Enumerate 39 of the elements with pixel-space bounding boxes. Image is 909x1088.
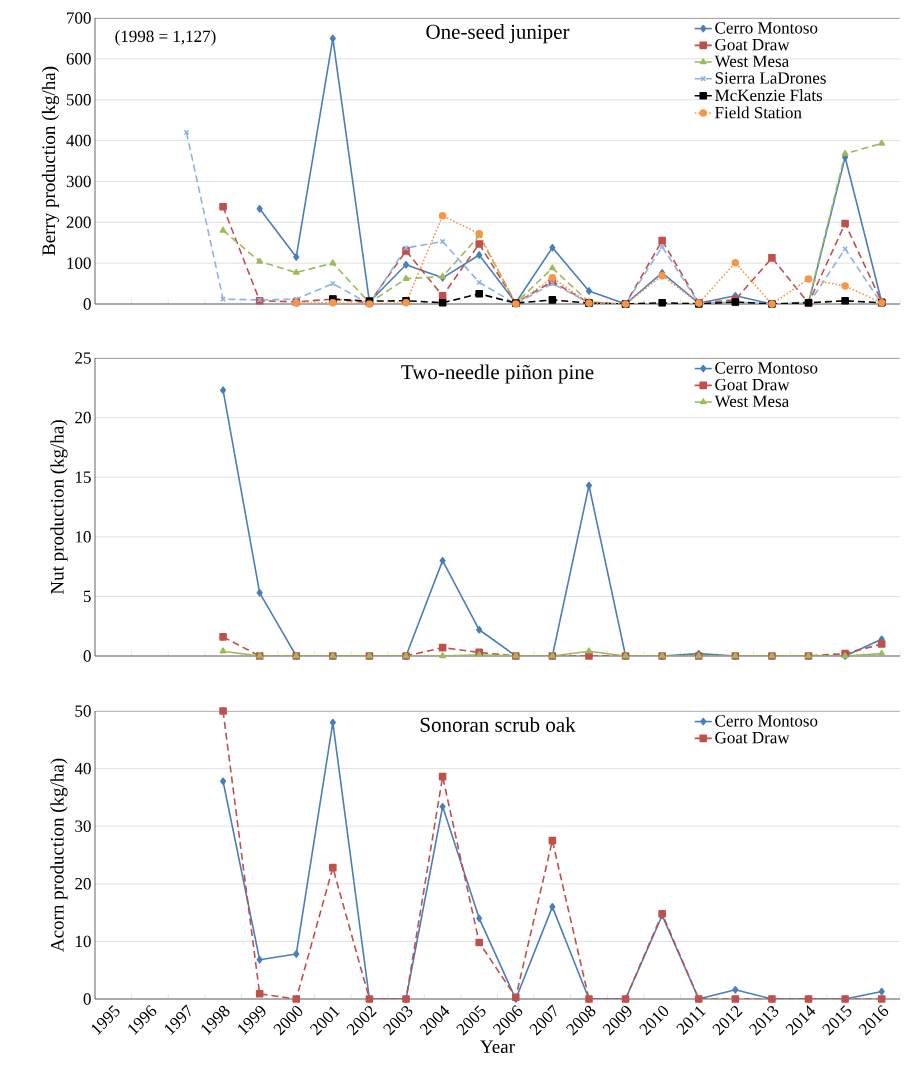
y-tick-label: 700 xyxy=(67,12,91,24)
y-tick-label: 500 xyxy=(66,93,91,106)
y-tick-label: 20 xyxy=(75,878,91,890)
chart-title: One-seed juniper xyxy=(426,24,570,44)
y-axis-title: Nut production (kg/ha) xyxy=(50,420,68,595)
y-tick-label: 50 xyxy=(75,705,91,717)
y-tick-label: 25 xyxy=(75,352,91,364)
legend-label: West Mesa xyxy=(714,395,789,408)
y-tick-label: 0 xyxy=(83,650,91,662)
y-tick-label: 400 xyxy=(66,134,91,147)
legend-label: Sierra LaDrones xyxy=(715,72,826,84)
y-tick-label: 40 xyxy=(74,762,91,775)
legend-label: Cerro Montoso xyxy=(715,715,818,727)
legend-label: Goat Draw xyxy=(715,731,790,744)
y-tick-label: 10 xyxy=(75,531,91,543)
annotation: (1998 = 1,127) xyxy=(115,30,216,46)
legend-label: Goat Draw xyxy=(715,38,790,51)
legend-label: Cerro Montoso xyxy=(715,22,818,34)
y-tick-label: 100 xyxy=(67,257,91,269)
y-tick-label: 300 xyxy=(66,175,91,188)
y-axis-title: Berry production (kg/ha) xyxy=(41,66,60,256)
y-tick-label: 20 xyxy=(75,411,91,424)
y-tick-label: 0 xyxy=(83,298,91,310)
y-tick-label: 0 xyxy=(83,993,91,1005)
x-axis-title: Year xyxy=(480,1040,515,1054)
legend-label: McKenzie Flats xyxy=(715,89,823,102)
legend-label: Goat Draw xyxy=(715,378,790,391)
y-tick-label: 200 xyxy=(66,216,91,229)
chart-title: Sonoran scrub oak xyxy=(420,717,576,732)
y-tick-label: 15 xyxy=(75,471,91,483)
y-tick-label: 5 xyxy=(83,590,91,603)
y-tick-label: 30 xyxy=(75,820,91,832)
legend-label: Field Station xyxy=(715,106,802,119)
y-axis-title: Acorn production (kg/ha) xyxy=(50,758,68,952)
chart-title: Two-needle piñon pine xyxy=(401,364,594,384)
legend-label: Cerro Montoso xyxy=(715,362,818,374)
legend-label: West Mesa xyxy=(714,55,789,68)
y-tick-label: 10 xyxy=(75,935,91,948)
y-tick-label: 600 xyxy=(66,53,91,65)
